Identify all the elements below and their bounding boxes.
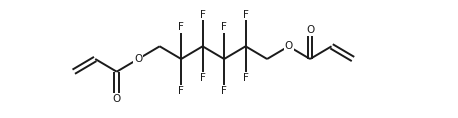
- Text: O: O: [113, 94, 121, 104]
- Text: F: F: [200, 73, 206, 83]
- Text: F: F: [221, 86, 227, 96]
- Text: O: O: [306, 25, 314, 35]
- Text: F: F: [243, 10, 249, 20]
- Text: F: F: [200, 10, 206, 20]
- Text: F: F: [178, 22, 184, 32]
- Text: O: O: [284, 41, 293, 51]
- Text: F: F: [243, 73, 249, 83]
- Text: F: F: [178, 86, 184, 96]
- Text: O: O: [134, 54, 142, 64]
- Text: F: F: [221, 22, 227, 32]
